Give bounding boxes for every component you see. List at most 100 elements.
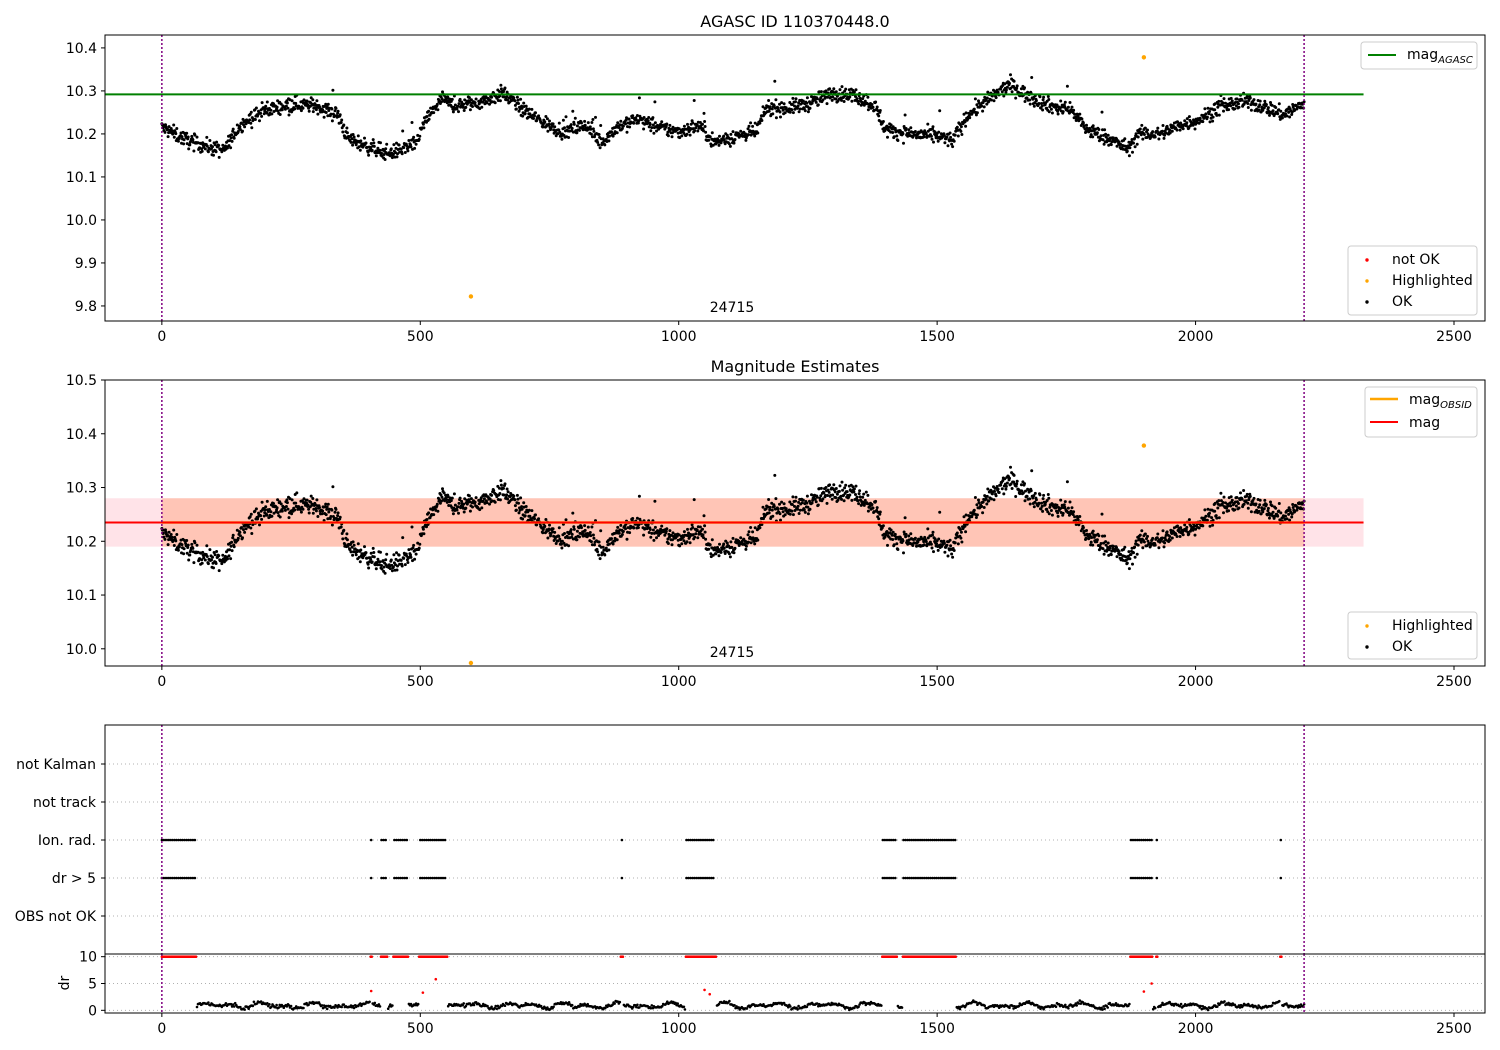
p2-ok-point	[1201, 524, 1205, 528]
p1-ok-point	[260, 101, 264, 105]
p1-ok-point	[691, 121, 695, 125]
p1-ok-point	[730, 137, 734, 141]
p2-ok-point	[688, 541, 692, 545]
p3-flag-point	[173, 876, 176, 880]
p2-ok-point	[410, 525, 414, 529]
p1-ok-point	[975, 103, 979, 107]
p4-dr-point	[274, 1006, 277, 1009]
p1-ok-point	[422, 126, 426, 130]
p1-ok-point	[1290, 113, 1294, 116]
p1-ok-point	[1252, 98, 1256, 102]
p2-ok-point	[727, 552, 731, 556]
p1-ok-point	[349, 140, 353, 144]
p2-ok-point	[730, 545, 734, 549]
p2-ok-point	[821, 497, 825, 501]
p1-ok-point	[590, 121, 594, 124]
p1-ok-point	[359, 139, 363, 143]
p2-ok-point	[831, 493, 835, 497]
p2-ok-point	[595, 547, 599, 551]
p4-dr-point	[243, 1008, 246, 1011]
p2-ok-point	[696, 536, 700, 540]
p2-ok-point	[515, 493, 519, 497]
p1-ok-point	[685, 132, 689, 136]
p3-flag-point	[697, 876, 701, 880]
p3-flag-point	[705, 838, 709, 842]
p2-ok-point	[615, 538, 619, 542]
p3-flag-point	[935, 838, 938, 842]
p1-ok-point	[703, 120, 707, 123]
p2-ok-point	[909, 532, 913, 536]
p3-flag-point	[891, 876, 895, 880]
p2-ok-point	[1124, 555, 1128, 559]
p2-ok-point	[592, 536, 596, 540]
p2-ok-point	[380, 564, 383, 567]
p3-flag-point	[947, 838, 951, 842]
p2-ok-point	[463, 497, 467, 501]
p3-flag-point	[931, 876, 934, 880]
p1-ok-point	[172, 135, 176, 139]
p3-flag-point	[935, 876, 938, 880]
p2-ok-point	[788, 512, 792, 516]
p2-ok-point	[191, 546, 195, 550]
p2-legend-ok-marker	[1365, 645, 1369, 649]
p2-ok-point	[598, 557, 602, 561]
p2-ok-point	[861, 495, 865, 499]
p2-ok-point	[707, 547, 711, 551]
p2-ok-point	[855, 495, 859, 499]
p1-ok-point	[637, 119, 641, 123]
p2-ok-point	[682, 530, 686, 534]
p2-ok-point	[794, 499, 797, 503]
p2-ok-point	[898, 536, 902, 540]
p3-flag-point	[925, 876, 928, 880]
p3-flag-point	[697, 838, 701, 842]
p1-ok-point	[499, 83, 503, 87]
p2-ok-point	[541, 531, 545, 535]
p2-ok-point	[854, 484, 858, 488]
p3-flag-point	[929, 838, 932, 842]
p1-ytick-label-5: 10.3	[66, 84, 97, 100]
p2-legend-mag-label: mag	[1409, 415, 1440, 431]
p1-ok-point	[229, 146, 233, 150]
p2-legend-mag-obsid-label: magOBSID	[1409, 392, 1472, 411]
p2-ok-point	[671, 538, 674, 542]
p3-flag-point	[1155, 838, 1159, 842]
p1-ok-point	[986, 90, 990, 94]
p1-ok-point	[185, 131, 189, 135]
p2-ok-point	[217, 569, 221, 573]
p2-ok-point	[751, 530, 755, 534]
p1-ok-point	[985, 102, 989, 106]
p3-flag-point	[703, 838, 707, 842]
p1-ok-point	[363, 136, 366, 140]
p1-ok-point	[856, 99, 860, 103]
p2-ok-point	[713, 546, 717, 550]
p1-ok-point	[1129, 143, 1133, 146]
p2-ok-point	[1161, 536, 1164, 540]
p1-ok-point	[808, 106, 812, 110]
p1-ok-point	[318, 105, 321, 109]
p3-flag-point	[393, 838, 396, 842]
p1-ok-point	[1009, 73, 1012, 77]
p2-ok-point	[655, 536, 658, 540]
p1-ok-point	[1061, 110, 1065, 114]
p2-ok-point	[805, 501, 809, 505]
p2-ok-point	[260, 517, 264, 521]
p2-ok-point	[205, 544, 209, 548]
p1-ok-point	[1187, 115, 1191, 119]
p1-ok-point	[1089, 133, 1093, 137]
p2-ok-point	[806, 512, 810, 516]
p2-ok-point	[187, 558, 191, 562]
p4-dr-point	[342, 1003, 346, 1006]
p3-flag-point	[175, 876, 178, 880]
p3-flag-point	[931, 838, 934, 842]
p1-ok-point	[440, 97, 444, 101]
p2-ok-point	[553, 530, 557, 534]
p2-ok-point	[450, 496, 454, 500]
p1-ok-point	[329, 112, 333, 116]
p2-ok-point	[963, 524, 967, 528]
p2-ok-point	[648, 528, 652, 531]
p2-ok-point	[1204, 514, 1208, 518]
p2-ok-point	[631, 517, 635, 520]
p2-ok-point	[1043, 503, 1047, 507]
p2-ok-point	[572, 527, 576, 531]
p1-ok-point	[432, 111, 436, 115]
